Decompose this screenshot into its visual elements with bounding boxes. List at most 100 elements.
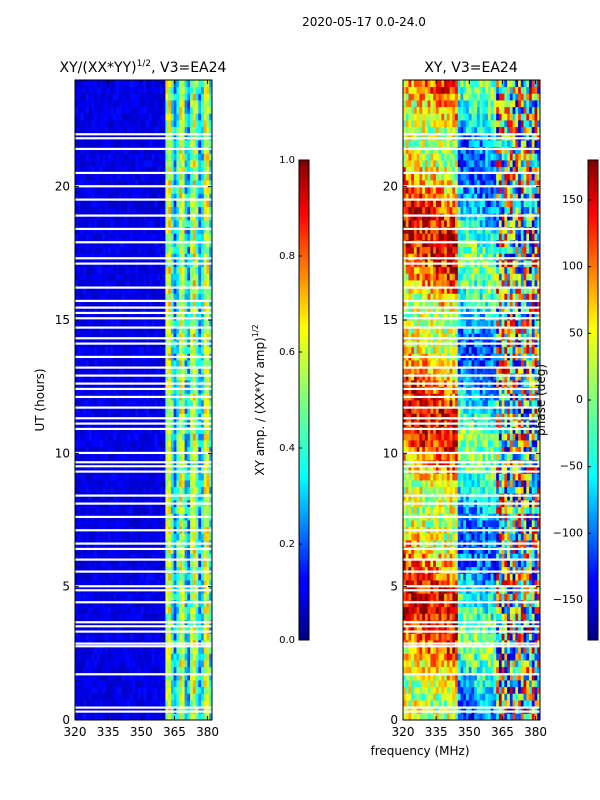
heatmap-cell [209, 126, 212, 134]
heatmap-cell [176, 673, 180, 681]
heatmap-cell [198, 680, 202, 688]
heatmap-cell [170, 226, 175, 234]
heatmap-cell [413, 713, 418, 720]
heatmap-cell [159, 120, 164, 128]
heatmap-cell [198, 166, 202, 174]
heatmap-cell [94, 206, 98, 214]
heatmap-cell [154, 373, 158, 381]
heatmap-cell [77, 133, 81, 141]
heatmap-cell [127, 406, 131, 414]
heatmap-cell [118, 273, 122, 281]
heatmap-cell [444, 706, 448, 714]
heatmap-cell [85, 313, 90, 321]
heatmap-cell [140, 253, 144, 261]
heatmap-cell [143, 213, 147, 221]
heatmap-cell [146, 480, 150, 488]
heatmap-cell [206, 166, 210, 174]
heatmap-cell [157, 646, 161, 654]
heatmap-cell [138, 293, 142, 301]
heatmap-cell [154, 386, 158, 394]
heatmap-cell [181, 646, 185, 654]
heatmap-cell [116, 553, 120, 561]
heatmap-cell [94, 446, 98, 454]
heatmap-cell [110, 373, 114, 381]
heatmap-cell [157, 466, 161, 474]
heatmap-cell [192, 406, 196, 414]
heatmap-cell [157, 286, 161, 294]
heatmap-cell [195, 186, 199, 194]
heatmap-cell [91, 593, 95, 601]
heatmap-cell [75, 320, 79, 328]
heatmap-cell [184, 333, 188, 341]
heatmap-cell [80, 300, 84, 308]
heatmap-cell [154, 273, 158, 281]
heatmap-cell [124, 146, 128, 154]
heatmap-cell [127, 706, 131, 714]
heatmap-cell [91, 133, 95, 141]
heatmap-cell [80, 240, 84, 248]
heatmap-cell [192, 440, 196, 448]
heatmap-cell [121, 333, 125, 341]
heatmap-cell [203, 306, 207, 314]
heatmap-cell [148, 246, 153, 254]
heatmap-cell [132, 633, 136, 641]
heatmap-cell [198, 620, 202, 628]
heatmap-cell [132, 626, 136, 634]
heatmap-cell [110, 233, 114, 241]
heatmap-cell [170, 486, 175, 494]
heatmap-cell [102, 506, 106, 514]
heatmap-cell [206, 86, 210, 94]
heatmap-cell [102, 593, 106, 601]
heatmap-cell [206, 240, 210, 248]
heatmap-cell [107, 286, 112, 294]
heatmap-cell [127, 446, 131, 454]
heatmap-cell [173, 493, 177, 501]
heatmap-cell [184, 293, 188, 301]
heatmap-cell [102, 240, 106, 248]
heatmap-cell [140, 173, 144, 181]
heatmap-cell [157, 333, 161, 341]
heatmap-cell [184, 106, 188, 114]
heatmap-cell [94, 293, 98, 301]
heatmap-cell [151, 426, 155, 434]
heatmap-cell [77, 220, 81, 228]
heatmap-cell [181, 186, 185, 194]
heatmap-cell [154, 546, 158, 554]
heatmap-cell [140, 373, 144, 381]
heatmap-cell [118, 620, 122, 628]
heatmap-cell [124, 213, 128, 221]
heatmap-cell [165, 326, 169, 334]
heatmap-cell [157, 486, 161, 494]
heatmap-cell [168, 160, 172, 168]
heatmap-cell [85, 646, 90, 654]
heatmap-cell [80, 453, 84, 461]
heatmap-cell [179, 686, 183, 694]
heatmap-cell [107, 486, 112, 494]
heatmap-cell [105, 466, 109, 474]
heatmap-cell [107, 306, 112, 314]
heatmap-cell [162, 466, 166, 474]
heatmap-cell [162, 426, 166, 434]
heatmap-cell [206, 646, 210, 654]
heatmap-cell [113, 713, 117, 720]
heatmap-cell [146, 200, 150, 208]
heatmap-cell [157, 173, 161, 181]
heatmap-cell [96, 153, 101, 161]
heatmap-cell [143, 193, 147, 201]
heatmap-cell [99, 433, 103, 441]
heatmap-cell [75, 233, 79, 241]
heatmap-cell [121, 413, 125, 421]
heatmap-cell [195, 560, 199, 568]
heatmap-cell [154, 433, 158, 441]
heatmap-cell [138, 580, 142, 588]
heatmap-cell [165, 106, 169, 114]
heatmap-cell [143, 120, 147, 128]
heatmap-cell [110, 700, 114, 708]
heatmap-cell [209, 653, 212, 661]
heatmap-cell [201, 366, 205, 374]
heatmap-cell [110, 293, 114, 301]
heatmap-cell [140, 680, 144, 688]
heatmap-cell [181, 453, 185, 461]
heatmap-cell [91, 446, 95, 454]
heatmap-cell [105, 520, 109, 528]
